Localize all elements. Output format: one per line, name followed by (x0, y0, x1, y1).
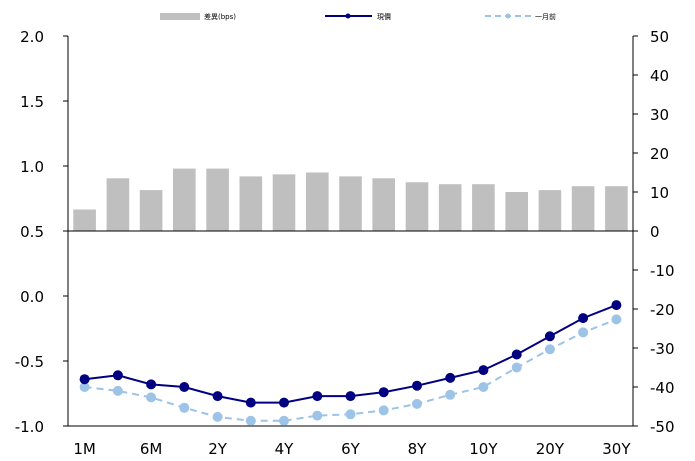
point-month-ago-3Y (245, 415, 256, 426)
bar-9Y (438, 184, 462, 231)
right-tick-label: 30 (650, 106, 669, 124)
legend-swatch-bar (160, 13, 200, 20)
right-axis-ticks: 50 40 30 20 10 0 -10 -20 -30 -40 -50 (633, 28, 675, 436)
point-current-20Y (544, 331, 555, 342)
point-current-15Y (511, 349, 522, 360)
point-current-30Y (611, 300, 622, 311)
point-current-6Y (345, 391, 356, 402)
point-month-ago-3M (112, 385, 123, 396)
point-month-ago-9Y (445, 389, 456, 400)
bar-7Y (372, 178, 395, 231)
legend-label-current: 現價 (377, 12, 391, 21)
point-current-9Y (445, 372, 456, 383)
point-month-ago-4Y (279, 415, 289, 426)
legend-label-bar: 差異(bps) (204, 12, 236, 21)
axes (67, 36, 634, 427)
line-month-ago (84, 318, 617, 422)
point-current-3M (112, 370, 123, 381)
left-tick-label: 1.0 (20, 158, 44, 176)
right-tick-label: -40 (650, 379, 675, 397)
bar-3M (106, 178, 130, 231)
bar-6Y (339, 176, 362, 231)
x-tick-label: 1M (73, 440, 96, 458)
point-month-ago-6M (146, 392, 157, 403)
right-tick-label: -50 (650, 418, 675, 436)
bar-2Y (206, 168, 229, 231)
point-current-6M (146, 379, 157, 390)
point-current-10Y (478, 365, 489, 376)
bar-30Y (605, 186, 628, 231)
point-month-ago-10Y (478, 382, 489, 392)
line-current (84, 304, 617, 404)
legend-swatch-month-ago-marker (505, 13, 511, 19)
bar-20Y (538, 190, 562, 231)
point-current-8Y (412, 380, 422, 391)
point-current-3Y (245, 397, 256, 408)
point-month-ago-8Y (412, 398, 422, 409)
point-month-ago-2Y (212, 411, 223, 422)
right-tick-label: 10 (650, 184, 669, 202)
bar-15Y (505, 192, 528, 231)
bar-1Y (173, 168, 196, 231)
point-month-ago-15Y (511, 362, 522, 373)
point-month-ago-20Y (544, 344, 555, 355)
x-tick-label: 20Y (536, 440, 565, 458)
left-axis-ticks: 2.0 1.5 1.0 0.5 0.0 -0.5 -1.0 (15, 28, 68, 436)
point-current-25Y (578, 313, 589, 324)
left-tick-label: 0.0 (20, 288, 44, 306)
right-tick-label: -10 (650, 262, 675, 280)
point-month-ago-30Y (611, 314, 622, 325)
point-current-4Y (279, 397, 289, 408)
point-month-ago-7Y (378, 405, 389, 416)
legend: 差異(bps) 現價 一月前 (160, 12, 556, 21)
x-tick-label: 6M (140, 440, 163, 458)
point-current-1Y (179, 382, 190, 392)
left-tick-label: -1.0 (15, 418, 44, 436)
point-month-ago-6Y (345, 409, 356, 420)
x-tick-label: 4Y (275, 440, 295, 458)
right-tick-label: 40 (650, 67, 669, 85)
x-tick-label: 30Y (602, 440, 631, 458)
point-current-7Y (378, 387, 389, 398)
right-tick-label: 20 (650, 145, 669, 163)
left-tick-label: -0.5 (15, 353, 44, 371)
x-tick-label: 6Y (341, 440, 361, 458)
point-month-ago-25Y (578, 327, 589, 338)
bar-6M (139, 190, 163, 231)
bar-3Y (239, 176, 263, 231)
right-tick-label: -30 (650, 340, 675, 358)
right-tick-label: 50 (650, 28, 669, 46)
bar-series (73, 168, 628, 232)
right-tick-label: 0 (650, 223, 660, 241)
bar-8Y (405, 182, 429, 232)
left-tick-label: 1.5 (20, 93, 44, 111)
left-tick-label: 2.0 (20, 28, 44, 46)
x-axis-ticks: 1M 6M 2Y 4Y 6Y 8Y 10Y 20Y 30Y (73, 440, 631, 458)
left-tick-label: 0.5 (20, 223, 44, 241)
line-series (79, 300, 622, 426)
x-tick-label: 8Y (408, 440, 428, 458)
point-current-1M (79, 374, 90, 385)
point-current-2Y (212, 391, 223, 402)
point-month-ago-1M (79, 382, 90, 392)
bar-25Y (571, 186, 595, 231)
right-tick-label: -20 (650, 301, 675, 319)
x-tick-label: 10Y (469, 440, 498, 458)
point-month-ago-5Y (312, 410, 323, 421)
bar-4Y (272, 174, 296, 231)
bar-10Y (472, 184, 495, 231)
point-current-5Y (312, 391, 323, 402)
point-month-ago-1Y (179, 402, 190, 413)
legend-label-month-ago: 一月前 (535, 12, 556, 21)
x-tick-label: 2Y (208, 440, 228, 458)
bar-5Y (306, 172, 329, 231)
bar-1M (73, 209, 96, 231)
legend-swatch-current-marker (345, 13, 351, 19)
